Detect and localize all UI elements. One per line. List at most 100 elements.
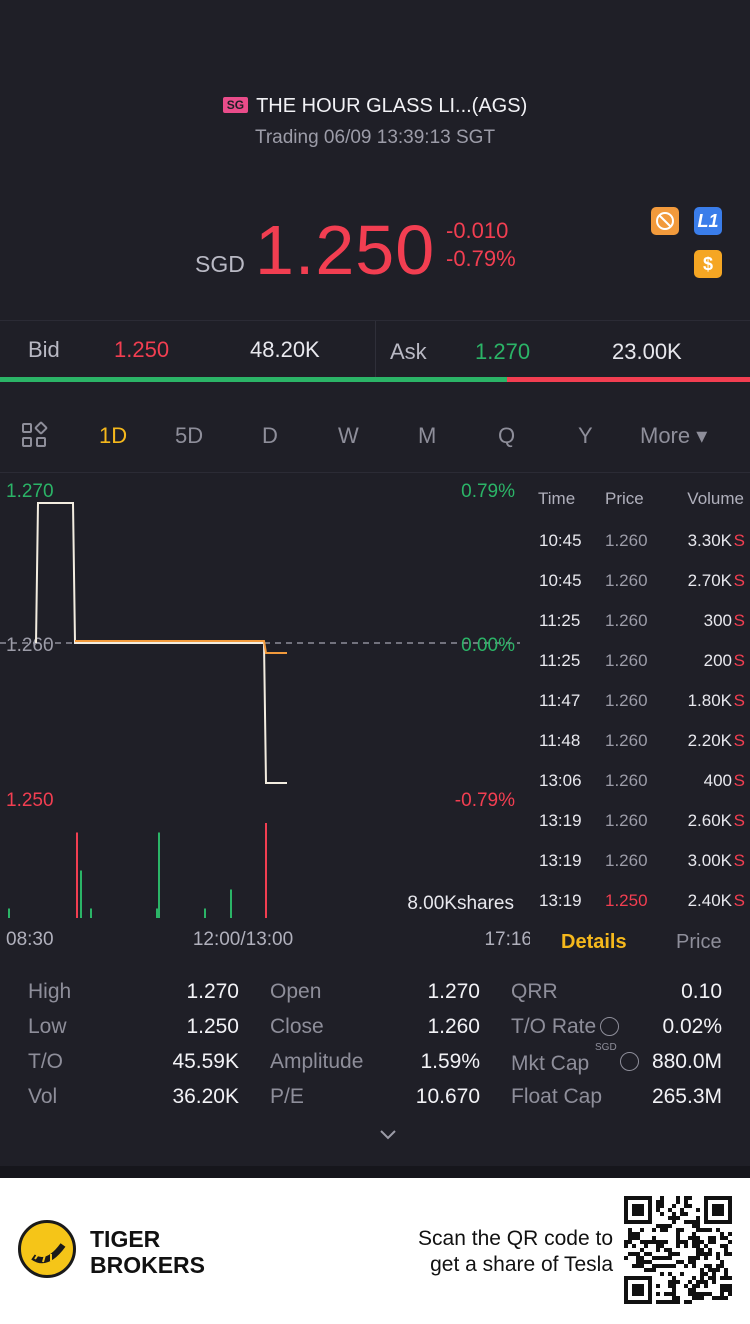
level1-icon[interactable]: L1 [694,207,722,235]
tab-more[interactable]: More ▾ [640,423,708,448]
volume-bar [204,908,206,918]
tab-price[interactable]: Price [676,931,722,953]
change-value: -0.010 [446,218,509,243]
tick-time: 13:19 [539,851,582,870]
promo-footer: TIGER BROKERS Scan the QR code to get a … [0,1178,750,1324]
ask-depth-bar [507,377,750,382]
tick-volume: 2.40K [687,891,732,910]
last-price: 1.250 [255,211,436,289]
tab-5d[interactable]: 5D [175,423,204,448]
stat-to: 45.59K [172,1050,239,1073]
average-price-line [75,640,287,654]
qr-code-icon[interactable] [624,1196,732,1304]
stat-low-label: Low [28,1015,67,1038]
tick-price: 1.260 [605,731,648,750]
bid-ask-bar[interactable]: Bid 1.250 48.20K Ask 1.270 23.00K [0,320,750,379]
tick-side-flag: S [733,811,745,830]
stat-close-label: Close [270,1015,324,1038]
y-high-pct: 0.79% [461,481,515,502]
tick-price: 1.250 [605,891,648,910]
tiger-logo-icon [18,1220,76,1278]
tick-volume: 2.60K [687,811,732,830]
volume-bar [265,823,267,918]
tick-side-flag: S [733,651,745,670]
intraday-chart[interactable]: 1.270 0.79% 1.260 0.00% 1.250 -0.79% 8.0… [0,472,530,952]
tab-m[interactable]: M [418,423,437,448]
tick-side-flag: S [733,611,745,630]
promo-text: Scan the QR code to get a share of Tesla [418,1226,613,1278]
ticks-header-price: Price [605,489,644,508]
tick-row: 11:25 1.260 300 S [530,611,750,651]
volume-bar [158,832,160,918]
tick-row: 13:19 1.260 2.60K S [530,811,750,851]
brand-line-2: BROKERS [90,1252,206,1278]
to-rate-info-icon[interactable] [600,1017,619,1036]
stat-open-label: Open [270,980,322,1003]
tick-price: 1.260 [605,531,648,550]
stat-qrr: 0.10 [681,980,722,1003]
mkt-cap-info-icon[interactable] [620,1052,639,1071]
tick-volume: 3.30K [687,531,732,550]
tick-side-flag: S [733,771,745,790]
x-label-mid: 12:00/13:00 [193,929,293,950]
mkt-cap-currency: SGD [595,1042,617,1053]
tab-y[interactable]: Y [578,423,593,448]
no-short-icon[interactable] [651,207,679,235]
y-mid-label: 1.260 [6,635,54,656]
tick-time: 13:19 [539,811,582,830]
tick-row: 11:25 1.260 200 S [530,651,750,691]
time-and-sales[interactable]: Time Price Volume 10:45 1.260 3.30K S 10:45 1… [530,472,750,912]
promo-line-1: Scan the QR code to [418,1227,613,1250]
price-change: -0.010 -0.79% [446,217,516,273]
stat-open: 1.270 [427,980,480,1003]
promo-line-2: get a share of Tesla [430,1253,613,1276]
tick-time: 13:06 [539,771,582,790]
quote-divider [375,321,376,379]
tick-volume: 200 [703,651,732,670]
volume-bar [230,889,232,918]
stat-vol: 36.20K [172,1085,239,1108]
tick-volume: 2.70K [687,571,732,590]
ask-label: Ask [390,339,427,364]
price-currency: SGD [195,251,245,277]
stat-to-rate-label: T/O Rate [511,1015,597,1038]
section-divider [0,1166,750,1178]
stat-vol-label: Vol [28,1085,58,1108]
stock-stats: High 1.270 Low 1.250 T/O 45.59K Vol 36.2… [0,972,750,1122]
tick-side-flag: S [733,851,745,870]
tab-details[interactable]: Details [561,931,627,953]
tick-time: 11:25 [539,611,581,630]
tick-row: 11:48 1.260 2.20K S [530,731,750,771]
tick-price: 1.260 [605,811,648,830]
stock-title[interactable]: SG THE HOUR GLASS LI...(AGS) [0,95,750,118]
tab-q[interactable]: Q [498,423,516,448]
chevron-down-icon[interactable] [378,1125,398,1145]
ticks-header-volume: Volume [687,489,744,508]
dollar-icon[interactable]: $ [694,250,722,278]
bid-size: 48.20K [250,337,320,362]
stock-header: SG THE HOUR GLASS LI...(AGS) Trading 06/0… [0,0,750,318]
tick-time: 13:19 [539,891,582,910]
tab-d[interactable]: D [262,423,278,448]
tab-w[interactable]: W [338,423,359,448]
grid-icon[interactable] [22,420,49,449]
tick-price: 1.260 [605,771,648,790]
tick-volume: 300 [703,611,732,630]
price-series-line [35,502,287,784]
tick-side-flag: S [733,891,745,910]
stat-qrr-label: QRR [511,980,558,1003]
stat-mkt-cap: 880.0M [651,1050,722,1073]
stat-close: 1.260 [427,1015,480,1038]
bid-label: Bid [28,337,60,362]
stat-low: 1.250 [186,1015,239,1038]
ask-size: 23.00K [612,339,682,364]
stock-name: THE HOUR GLASS LI...(AGS) [256,95,528,117]
brand-name: TIGER BROKERS [90,1226,205,1278]
tick-side-flag: S [733,691,745,710]
tick-price: 1.260 [605,691,648,710]
tick-time: 11:47 [539,691,581,710]
tick-row: 10:45 1.260 3.30K S [530,531,750,571]
y-high-label: 1.270 [6,481,54,502]
tab-1d[interactable]: 1D [99,423,128,448]
tick-time: 10:45 [539,571,582,590]
